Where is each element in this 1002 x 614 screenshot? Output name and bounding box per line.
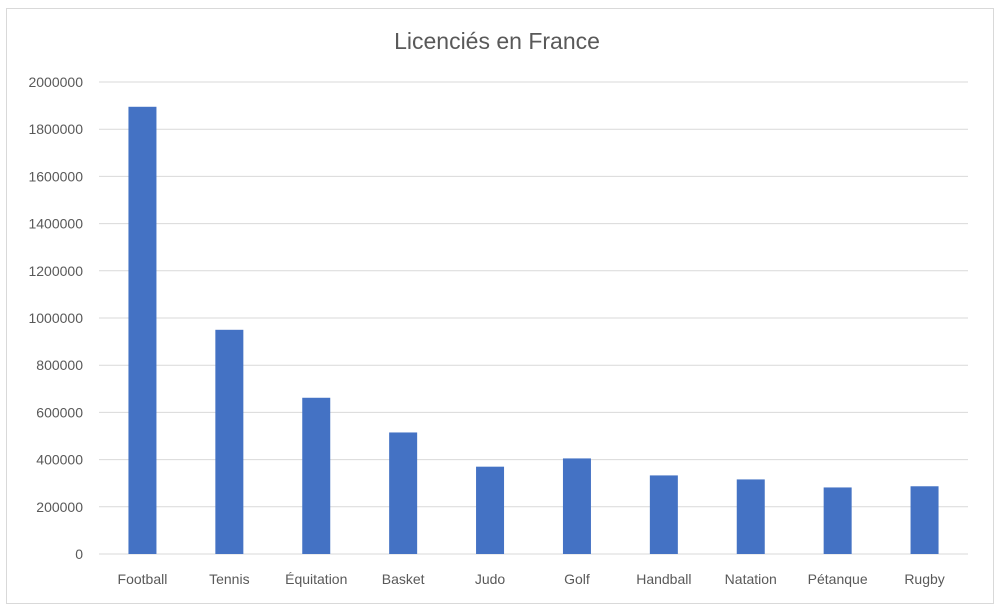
y-tick-label: 800000 — [36, 357, 83, 373]
gridlines — [99, 81, 968, 555]
y-tick-label: 1800000 — [28, 121, 83, 137]
x-category-label: Judo — [475, 571, 506, 587]
x-category-label: Natation — [725, 571, 777, 587]
bar — [476, 466, 505, 554]
bar — [389, 432, 418, 554]
y-tick-label: 0 — [75, 546, 83, 562]
y-tick-label: 2000000 — [28, 74, 83, 90]
bar — [823, 487, 852, 554]
bar — [302, 397, 331, 554]
x-category-label: Tennis — [209, 571, 249, 587]
bar — [910, 486, 939, 554]
y-tick-label: 1200000 — [28, 263, 83, 279]
bar — [562, 458, 591, 554]
y-tick-label: 400000 — [36, 452, 83, 468]
y-tick-label: 1600000 — [28, 168, 83, 184]
chart-title: Licenciés en France — [394, 28, 600, 54]
bar — [736, 479, 765, 554]
bar — [649, 475, 678, 554]
x-category-label: Golf — [564, 571, 590, 587]
y-tick-label: 600000 — [36, 404, 83, 420]
y-tick-label: 1400000 — [28, 216, 83, 232]
x-category-label: Basket — [382, 571, 425, 587]
x-category-label: Pétanque — [808, 571, 868, 587]
bars — [128, 106, 939, 554]
bar — [128, 106, 157, 554]
y-tick-label: 200000 — [36, 499, 83, 515]
x-category-label: Rugby — [904, 571, 944, 587]
x-axis-category-labels: Football Tennis Équitation Basket Judo Golf Ha… — [118, 571, 945, 587]
x-category-label: Football — [118, 571, 168, 587]
bar — [215, 329, 244, 554]
y-axis-tick-labels: 0 200000 400000 600000 800000 1000000 1200000 1… — [28, 74, 83, 562]
y-tick-label: 1000000 — [28, 310, 83, 326]
x-category-label: Équitation — [285, 571, 347, 587]
x-category-label: Handball — [636, 571, 691, 587]
